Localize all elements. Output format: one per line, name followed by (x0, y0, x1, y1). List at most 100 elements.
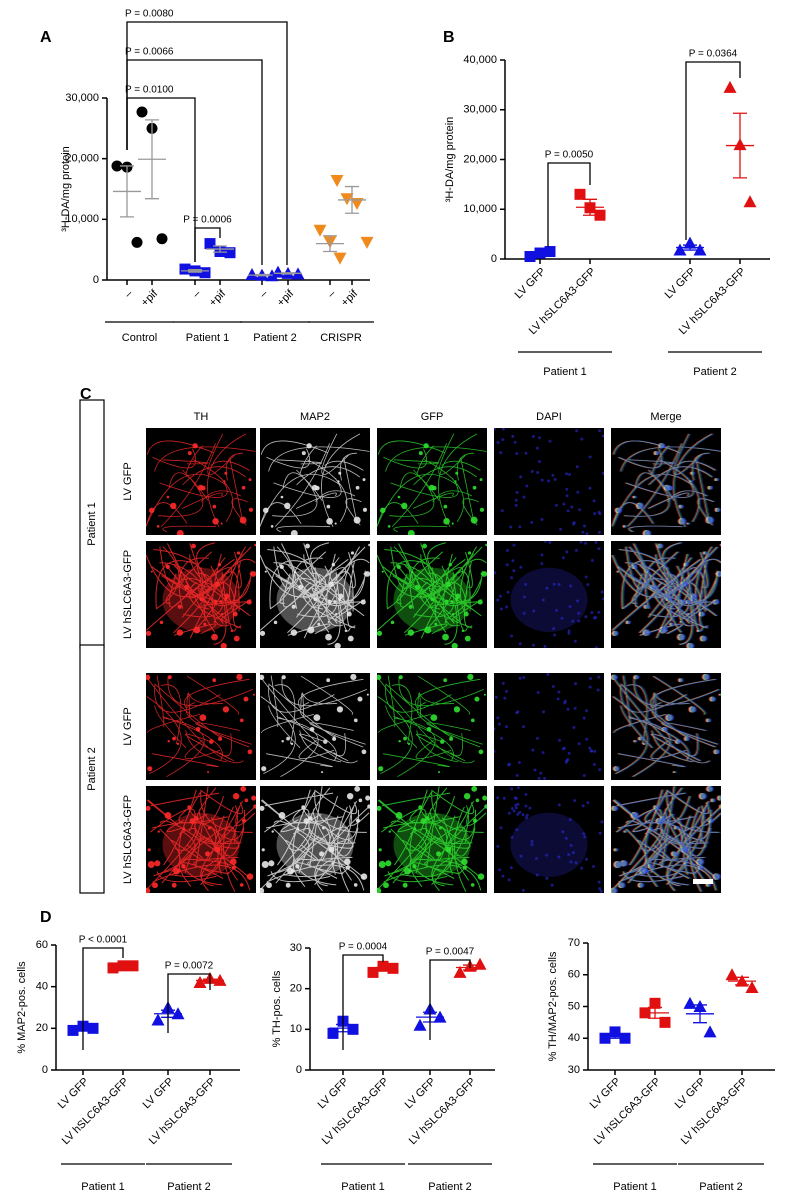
soma (223, 480, 226, 483)
soma (146, 805, 151, 811)
soma (353, 516, 361, 524)
glow (510, 567, 588, 632)
point (199, 267, 211, 279)
panel-label: B (443, 29, 455, 46)
nucleus (504, 725, 508, 729)
p-value: P < 0.0001 (79, 935, 128, 946)
soma (338, 471, 342, 475)
nucleus (584, 575, 588, 579)
nucleus (514, 498, 518, 502)
nucleus (585, 532, 589, 535)
nucleus (567, 629, 571, 633)
soma (306, 443, 312, 449)
error-bar (116, 965, 130, 968)
soma (260, 630, 266, 636)
soma (331, 563, 335, 567)
soma (232, 611, 238, 617)
column-title: TH (194, 411, 209, 423)
error-bar (583, 198, 597, 216)
y-tick-label: 20 (290, 983, 302, 995)
nucleus (598, 768, 602, 772)
nucleus (545, 586, 549, 590)
patient-box (79, 399, 105, 649)
soma (191, 543, 196, 549)
nucleus (543, 776, 547, 780)
nucleus (558, 738, 562, 742)
soma (358, 798, 363, 803)
nucleus (530, 520, 534, 524)
point (136, 106, 148, 118)
soma (618, 570, 621, 573)
soma (217, 563, 221, 567)
soma (449, 736, 454, 741)
soma (336, 706, 344, 713)
nucleus (598, 887, 602, 891)
soma (635, 675, 640, 680)
nucleus (512, 569, 516, 573)
point (340, 193, 354, 206)
soma (380, 507, 386, 514)
x-tick-label: LV GFP (141, 1076, 177, 1112)
nucleus (511, 559, 515, 563)
nucleus (522, 725, 526, 729)
nucleus (510, 576, 514, 580)
soma (171, 882, 177, 888)
nucleus (501, 428, 505, 431)
significance-bracket (194, 227, 221, 262)
soma (315, 485, 320, 491)
soma (182, 827, 186, 831)
group-label: Control (122, 332, 157, 344)
nucleus (540, 553, 544, 557)
nucleus (581, 530, 585, 534)
nucleus (535, 736, 539, 740)
soma (350, 551, 355, 555)
row-label: LV GFP (122, 707, 134, 745)
y-tick-label: 20,000 (65, 153, 99, 165)
soma (243, 696, 249, 702)
nucleus (512, 809, 516, 813)
soma (337, 480, 340, 483)
soma (157, 830, 160, 833)
micrograph (611, 541, 721, 648)
nucleus (522, 675, 526, 679)
soma (201, 485, 206, 491)
nucleus (530, 839, 534, 843)
soma (667, 597, 672, 602)
nucleus (524, 816, 528, 820)
soma (698, 858, 705, 866)
nucleus (582, 773, 586, 777)
soma (454, 597, 459, 602)
nucleus (584, 615, 588, 619)
nucleus (600, 590, 604, 594)
soma (248, 478, 252, 482)
nucleus (503, 696, 507, 700)
point (524, 251, 536, 263)
x-tick-label: LV GFP (513, 266, 549, 302)
nucleus (559, 527, 563, 531)
nucleus (585, 737, 589, 741)
nucleus (584, 709, 588, 713)
p-value: P = 0.0004 (339, 942, 388, 953)
soma (650, 827, 654, 831)
soma (236, 551, 241, 555)
nucleus (598, 831, 602, 835)
y-tick-label: 0 (296, 1064, 302, 1076)
nucleus (542, 710, 546, 714)
nucleus (548, 439, 552, 443)
nucleus (551, 473, 555, 477)
nucleus (519, 565, 523, 569)
nucleus (499, 451, 503, 455)
y-tick-label: 30,000 (65, 92, 99, 104)
soma (360, 599, 366, 605)
nucleus (581, 804, 585, 808)
nucleus (533, 768, 537, 772)
soma (378, 766, 384, 772)
soma (261, 860, 269, 868)
nucleus (573, 706, 577, 710)
soma (176, 629, 184, 636)
soma (470, 516, 478, 524)
point (204, 238, 216, 250)
micrograph (146, 786, 256, 893)
soma (682, 846, 689, 853)
nucleus (565, 494, 569, 498)
